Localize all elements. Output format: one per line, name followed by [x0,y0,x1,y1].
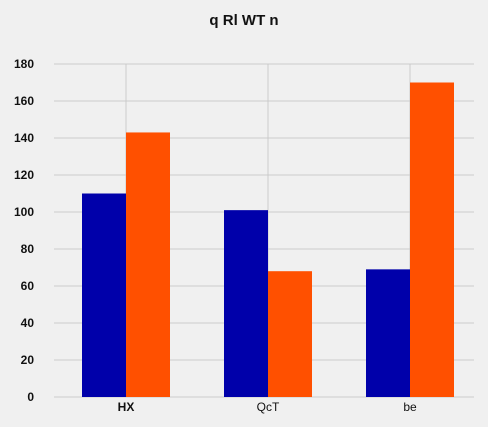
y-tick-label-0: 0 [27,390,34,404]
y-tick-label-80: 80 [21,242,35,256]
chart-title: q Rl WT n [209,12,279,29]
bar-series2-HX [126,132,170,397]
bar-series1-HX [82,193,126,397]
x-tick-label-HX: HX [118,400,135,414]
bar-series2-QcT [268,271,312,397]
y-tick-label-160: 160 [14,94,34,108]
x-tick-label-be: be [403,400,417,414]
y-tick-label-40: 40 [21,316,35,330]
bar-series1-QcT [224,210,268,397]
bar-series1-be [366,269,410,397]
y-tick-label-180: 180 [14,57,34,71]
y-tick-label-120: 120 [14,168,34,182]
y-tick-label-20: 20 [21,353,35,367]
y-tick-label-140: 140 [14,131,34,145]
y-tick-label-60: 60 [21,279,35,293]
x-tick-label-QcT: QcT [257,400,280,414]
y-tick-label-100: 100 [14,205,34,219]
bar-series2-be [410,82,454,397]
